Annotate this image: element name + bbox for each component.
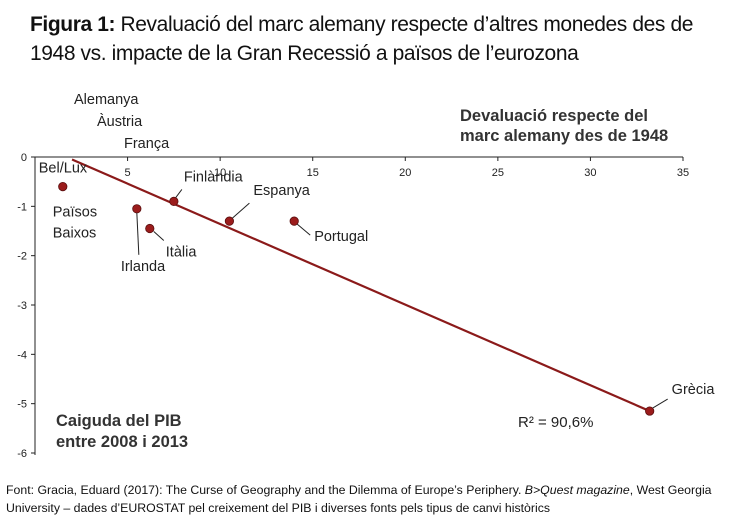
source-note: Font: Gracia, Eduard (2017): The Curse o… xyxy=(6,481,728,517)
data-point xyxy=(289,216,299,226)
trendline-group xyxy=(71,158,651,413)
data-point xyxy=(145,223,155,234)
point-label: Finlàndia xyxy=(184,169,244,185)
x-tick-label: 5 xyxy=(125,167,131,179)
point-label: Itàlia xyxy=(166,245,198,261)
source-text-2: , West Georgia University – dades d’EURO… xyxy=(6,483,712,515)
r-squared-annotation: R² = 90,6% xyxy=(518,414,593,431)
source-magazine: B>Quest magazine xyxy=(524,483,630,497)
figure-title-lead: Figura 1: xyxy=(30,13,116,36)
y-tick-label: -1 xyxy=(17,201,27,213)
label-leader-line xyxy=(136,212,140,255)
y-tick-label: -5 xyxy=(17,399,27,411)
data-points xyxy=(58,182,655,416)
y-tick-label: -4 xyxy=(17,349,27,361)
data-point xyxy=(645,406,655,416)
point-label: Portugal xyxy=(314,229,368,245)
point-label: Espanya xyxy=(253,183,310,199)
point-labels: Bel/Lux Països Baixos Finlàndia IrlandaItàli… xyxy=(39,92,716,409)
x-tick-label: 20 xyxy=(399,167,411,179)
data-point xyxy=(58,182,68,192)
chart-axes: 0 -1 -2 -3 -4 -5 -6 5 10 15 20 25 30 35 xyxy=(17,152,689,460)
x-axis-title-line2: marc alemany des de 1948 xyxy=(460,127,668,145)
y-tick-label: -3 xyxy=(17,300,27,312)
label-leader-line xyxy=(153,231,165,241)
x-tick-label: 10 xyxy=(214,167,226,179)
y-axis-title-line2: entre 2008 i 2013 xyxy=(56,433,188,451)
point-label: Països xyxy=(53,205,97,221)
point-label: Baixos xyxy=(53,226,97,242)
label-leader-line xyxy=(232,202,250,219)
scatter-chart: 0 -1 -2 -3 -4 -5 -6 5 10 15 20 25 30 35 Bel/Lux Països… xyxy=(17,92,716,460)
x-axis-title-line1: Devaluació respecte del xyxy=(460,107,648,125)
point-label: Irlanda xyxy=(121,259,166,275)
x-tick-label: 25 xyxy=(492,167,504,179)
figure-title: Figura 1: Revaluació del marc alemany re… xyxy=(30,10,720,68)
y-tick-label: -6 xyxy=(17,448,27,460)
x-tick-label: 15 xyxy=(307,167,319,179)
label-leader-line xyxy=(175,189,183,198)
label-leader-line xyxy=(296,223,311,236)
point-label: Grècia xyxy=(672,382,716,398)
y-tick-label: -2 xyxy=(17,251,27,263)
x-tick-label: 30 xyxy=(584,167,596,179)
off-axis-label: Àustria xyxy=(97,113,143,130)
data-point xyxy=(224,216,234,226)
data-point xyxy=(132,204,142,214)
x-tick-label: 35 xyxy=(677,167,689,179)
figure-title-text: Revaluació del marc alemany respecte d’a… xyxy=(30,13,693,65)
off-axis-label: Alemanya xyxy=(74,92,139,108)
off-axis-label: França xyxy=(124,136,170,152)
label-leader-line xyxy=(652,398,668,409)
point-label: Bel/Lux xyxy=(39,161,88,177)
y-tick-label: 0 xyxy=(21,152,27,164)
data-point xyxy=(169,196,179,206)
trendline xyxy=(71,158,651,413)
y-axis-title-line1: Caiguda del PIB xyxy=(56,412,182,430)
source-text-1: Font: Gracia, Eduard (2017): The Curse o… xyxy=(6,483,522,497)
